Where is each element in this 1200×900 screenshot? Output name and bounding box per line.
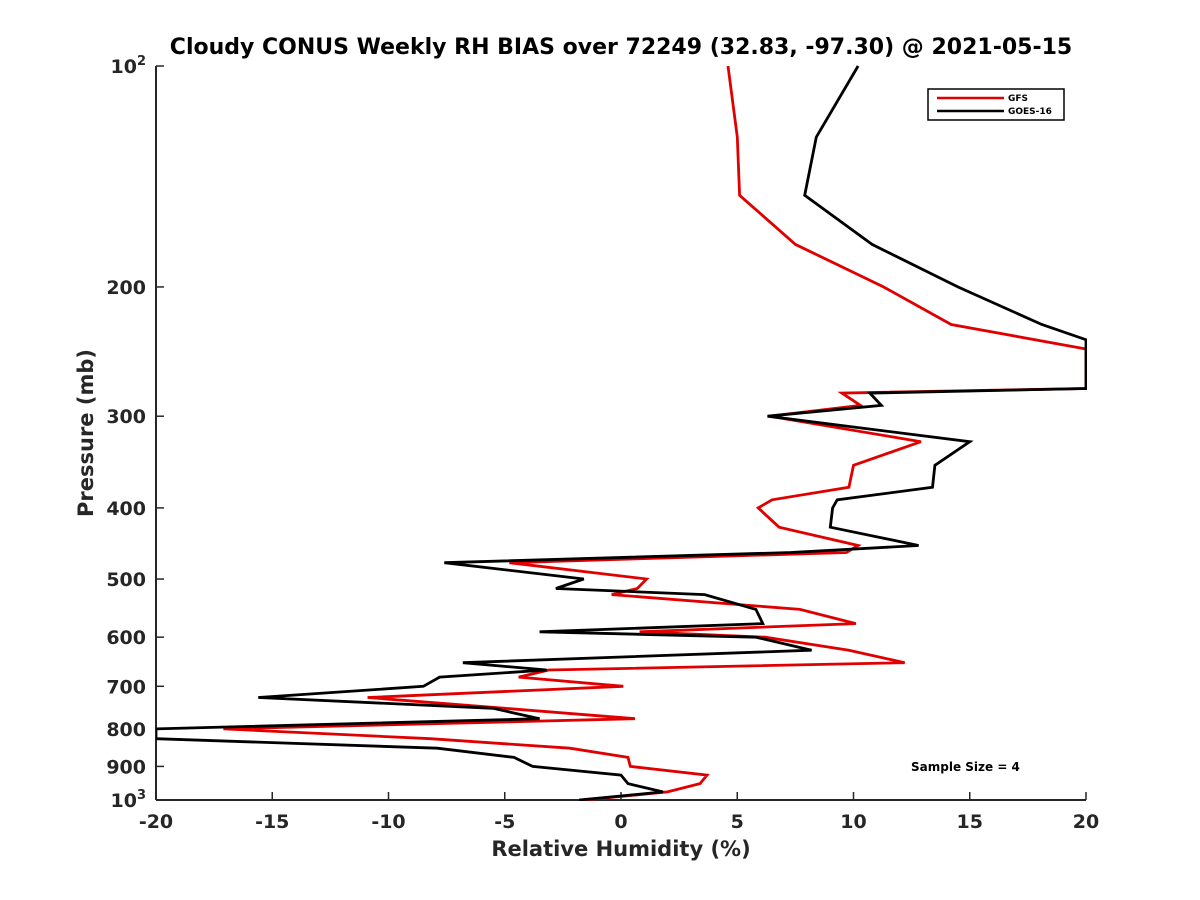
legend-box	[927, 88, 1065, 121]
y-tick-label: 400	[106, 498, 146, 520]
x-axis-title: Relative Humidity (%)	[491, 837, 750, 861]
y-tick-label: 500	[106, 569, 146, 591]
y-axis-title: Pressure (mb)	[74, 349, 98, 517]
legend-label-gfs: GFS	[1008, 94, 1028, 104]
plot-area	[155, 66, 1086, 801]
y-tick-base: 10	[111, 790, 137, 812]
series-line-goes16	[156, 65, 1087, 801]
y-tick-label: 800	[106, 719, 146, 741]
y-tick-base: 10	[111, 56, 137, 78]
x-tick-label: 5	[731, 811, 744, 833]
sample-size-annotation: Sample Size = 4	[911, 760, 1020, 774]
y-tick-label: 103	[111, 788, 147, 812]
x-axis-ticks: -20 -15 -10 -5 0 5 10 15 20	[139, 792, 1099, 833]
x-tick-label: 15	[957, 811, 983, 833]
chart-title: Cloudy CONUS Weekly RH BIAS over 72249 (…	[170, 35, 1072, 60]
series-lines	[156, 65, 1087, 801]
x-tick-label: 20	[1073, 811, 1099, 833]
x-tick-label: -15	[255, 811, 289, 833]
y-tick-label: 300	[106, 406, 146, 428]
x-tick-label: -5	[494, 811, 515, 833]
y-tick-exponent: 3	[137, 788, 146, 803]
legend: GFS GOES-16	[927, 88, 1065, 121]
x-tick-label: -20	[139, 811, 173, 833]
y-tick-label: 200	[106, 277, 146, 299]
y-tick-label: 700	[106, 676, 146, 698]
y-tick-label: 102	[111, 54, 147, 78]
x-tick-label: 10	[840, 811, 866, 833]
y-tick-label: 900	[106, 756, 146, 778]
y-tick-exponent: 2	[137, 54, 146, 69]
x-tick-label: 0	[614, 811, 627, 833]
y-tick-label: 600	[106, 627, 146, 649]
x-tick-label: -10	[371, 811, 405, 833]
legend-label-goes16: GOES-16	[1008, 107, 1052, 117]
